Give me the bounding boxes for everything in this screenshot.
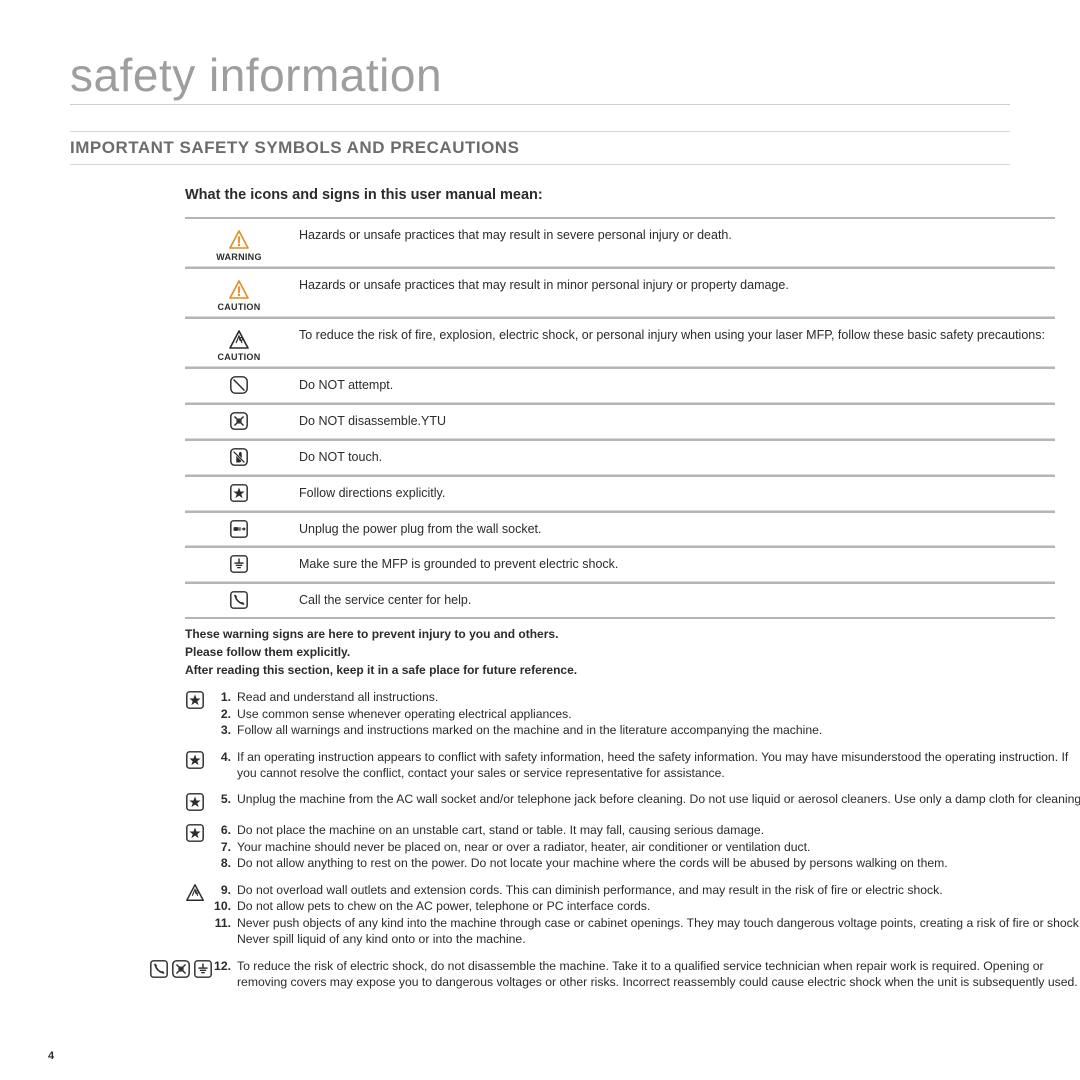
symbol-row: Unplug the power plug from the wall sock… (185, 511, 1055, 547)
symbol-label: CAUTION (217, 352, 260, 362)
instruction-group: 6.Do not place the machine on an unstabl… (185, 822, 1080, 871)
notes-block: These warning signs are here to prevent … (185, 625, 1010, 679)
symbol-row: Follow directions explicitly. (185, 475, 1055, 511)
symbol-desc: To reduce the risk of fire, explosion, e… (293, 319, 1055, 352)
symbol-row: CAUTION To reduce the risk of fire, expl… (185, 317, 1055, 367)
no-disassemble-icon (229, 411, 249, 431)
no-attempt-icon (229, 375, 249, 395)
symbol-row: Do NOT touch. (185, 439, 1055, 475)
page-title: safety information (70, 48, 1010, 105)
page-number: 4 (48, 1050, 54, 1062)
no-touch-icon (229, 447, 249, 467)
note-line: After reading this section, keep it in a… (185, 661, 1010, 679)
instructions-list: 1.Read and understand all instructions.2… (185, 689, 1080, 991)
no-disassemble-icon (171, 959, 191, 979)
note-line: These warning signs are here to prevent … (185, 625, 1010, 643)
warn-tri-icon (228, 229, 250, 251)
instruction-group: 12.To reduce the risk of electric shock,… (185, 958, 1080, 991)
symbol-icon-cell (185, 548, 293, 580)
star-box-icon (185, 792, 205, 812)
note-line: Please follow them explicitly. (185, 643, 1010, 661)
star-box-icon (229, 483, 249, 503)
symbol-icon-cell: CAUTION (185, 269, 293, 316)
instruction-item: 12.To reduce the risk of electric shock,… (213, 958, 1080, 991)
symbol-desc: Unplug the power plug from the wall sock… (293, 513, 1055, 546)
symbol-row: WARNING Hazards or unsafe practices that… (185, 217, 1055, 267)
symbol-icon-cell (185, 477, 293, 509)
symbol-desc: Make sure the MFP is grounded to prevent… (293, 548, 1055, 581)
instruction-group: 4.If an operating instruction appears to… (185, 749, 1080, 782)
symbol-desc: Hazards or unsafe practices that may res… (293, 269, 1055, 302)
instruction-item: 10.Do not allow pets to chew on the AC p… (213, 898, 1080, 914)
instruction-item: 6.Do not place the machine on an unstabl… (213, 822, 1080, 838)
ground-icon (193, 959, 213, 979)
page: safety information IMPORTANT SAFETY SYMB… (0, 0, 1080, 991)
instruction-group: 1.Read and understand all instructions.2… (185, 689, 1080, 738)
symbol-icon-cell (185, 369, 293, 401)
symbol-desc: Hazards or unsafe practices that may res… (293, 219, 1055, 252)
symbols-table: WARNING Hazards or unsafe practices that… (185, 217, 1055, 619)
instruction-item: 9.Do not overload wall outlets and exten… (213, 882, 1080, 898)
instruction-group-icon (185, 882, 213, 903)
caution-tri-sm-icon (185, 883, 205, 903)
symbol-icon-cell: CAUTION (185, 319, 293, 366)
sub-heading: What the icons and signs in this user ma… (185, 187, 1010, 203)
phone-icon (149, 959, 169, 979)
symbol-desc: Call the service center for help. (293, 584, 1055, 617)
symbol-row: Make sure the MFP is grounded to prevent… (185, 546, 1055, 582)
star-box-icon (185, 750, 205, 770)
symbol-row: Do NOT attempt. (185, 367, 1055, 403)
instruction-item: 1.Read and understand all instructions. (213, 689, 1080, 705)
symbol-icon-cell (185, 584, 293, 616)
symbol-desc: Do NOT attempt. (293, 369, 1055, 402)
symbol-icon-cell (185, 513, 293, 545)
symbol-label: CAUTION (217, 302, 260, 312)
symbol-desc: Follow directions explicitly. (293, 477, 1055, 510)
ground-icon (229, 554, 249, 574)
instruction-group-icon (185, 749, 213, 770)
symbol-label: WARNING (216, 252, 262, 262)
instruction-item: 3.Follow all warnings and instructions m… (213, 722, 1080, 738)
phone-icon (229, 590, 249, 610)
symbol-icon-cell: WARNING (185, 219, 293, 266)
unplug-icon (229, 519, 249, 539)
symbol-row: Do NOT disassemble.YTU (185, 403, 1055, 439)
instruction-group-icon (145, 958, 213, 979)
instruction-item: 11.Never push objects of any kind into t… (213, 915, 1080, 948)
star-box-icon (185, 823, 205, 843)
symbol-row: CAUTION Hazards or unsafe practices that… (185, 267, 1055, 317)
section-heading: IMPORTANT SAFETY SYMBOLS AND PRECAUTIONS (70, 131, 1010, 165)
symbol-row: Call the service center for help. (185, 582, 1055, 619)
instruction-item: 7.Your machine should never be placed on… (213, 839, 1080, 855)
symbol-icon-cell (185, 405, 293, 437)
instruction-group-icon (185, 791, 213, 812)
instruction-item: 2.Use common sense whenever operating el… (213, 706, 1080, 722)
instruction-group: 9.Do not overload wall outlets and exten… (185, 882, 1080, 948)
symbol-icon-cell (185, 441, 293, 473)
instruction-group-icon (185, 822, 213, 843)
star-box-icon (185, 690, 205, 710)
instruction-item: 4.If an operating instruction appears to… (213, 749, 1080, 782)
symbol-desc: Do NOT disassemble.YTU (293, 405, 1055, 438)
caution-tri-icon (228, 329, 250, 351)
instruction-group: 5.Unplug the machine from the AC wall so… (185, 791, 1080, 812)
instruction-group-icon (185, 689, 213, 710)
warn-tri-icon (228, 279, 250, 301)
instruction-item: 8.Do not allow anything to rest on the p… (213, 855, 1080, 871)
symbol-desc: Do NOT touch. (293, 441, 1055, 474)
instruction-item: 5.Unplug the machine from the AC wall so… (213, 791, 1080, 807)
